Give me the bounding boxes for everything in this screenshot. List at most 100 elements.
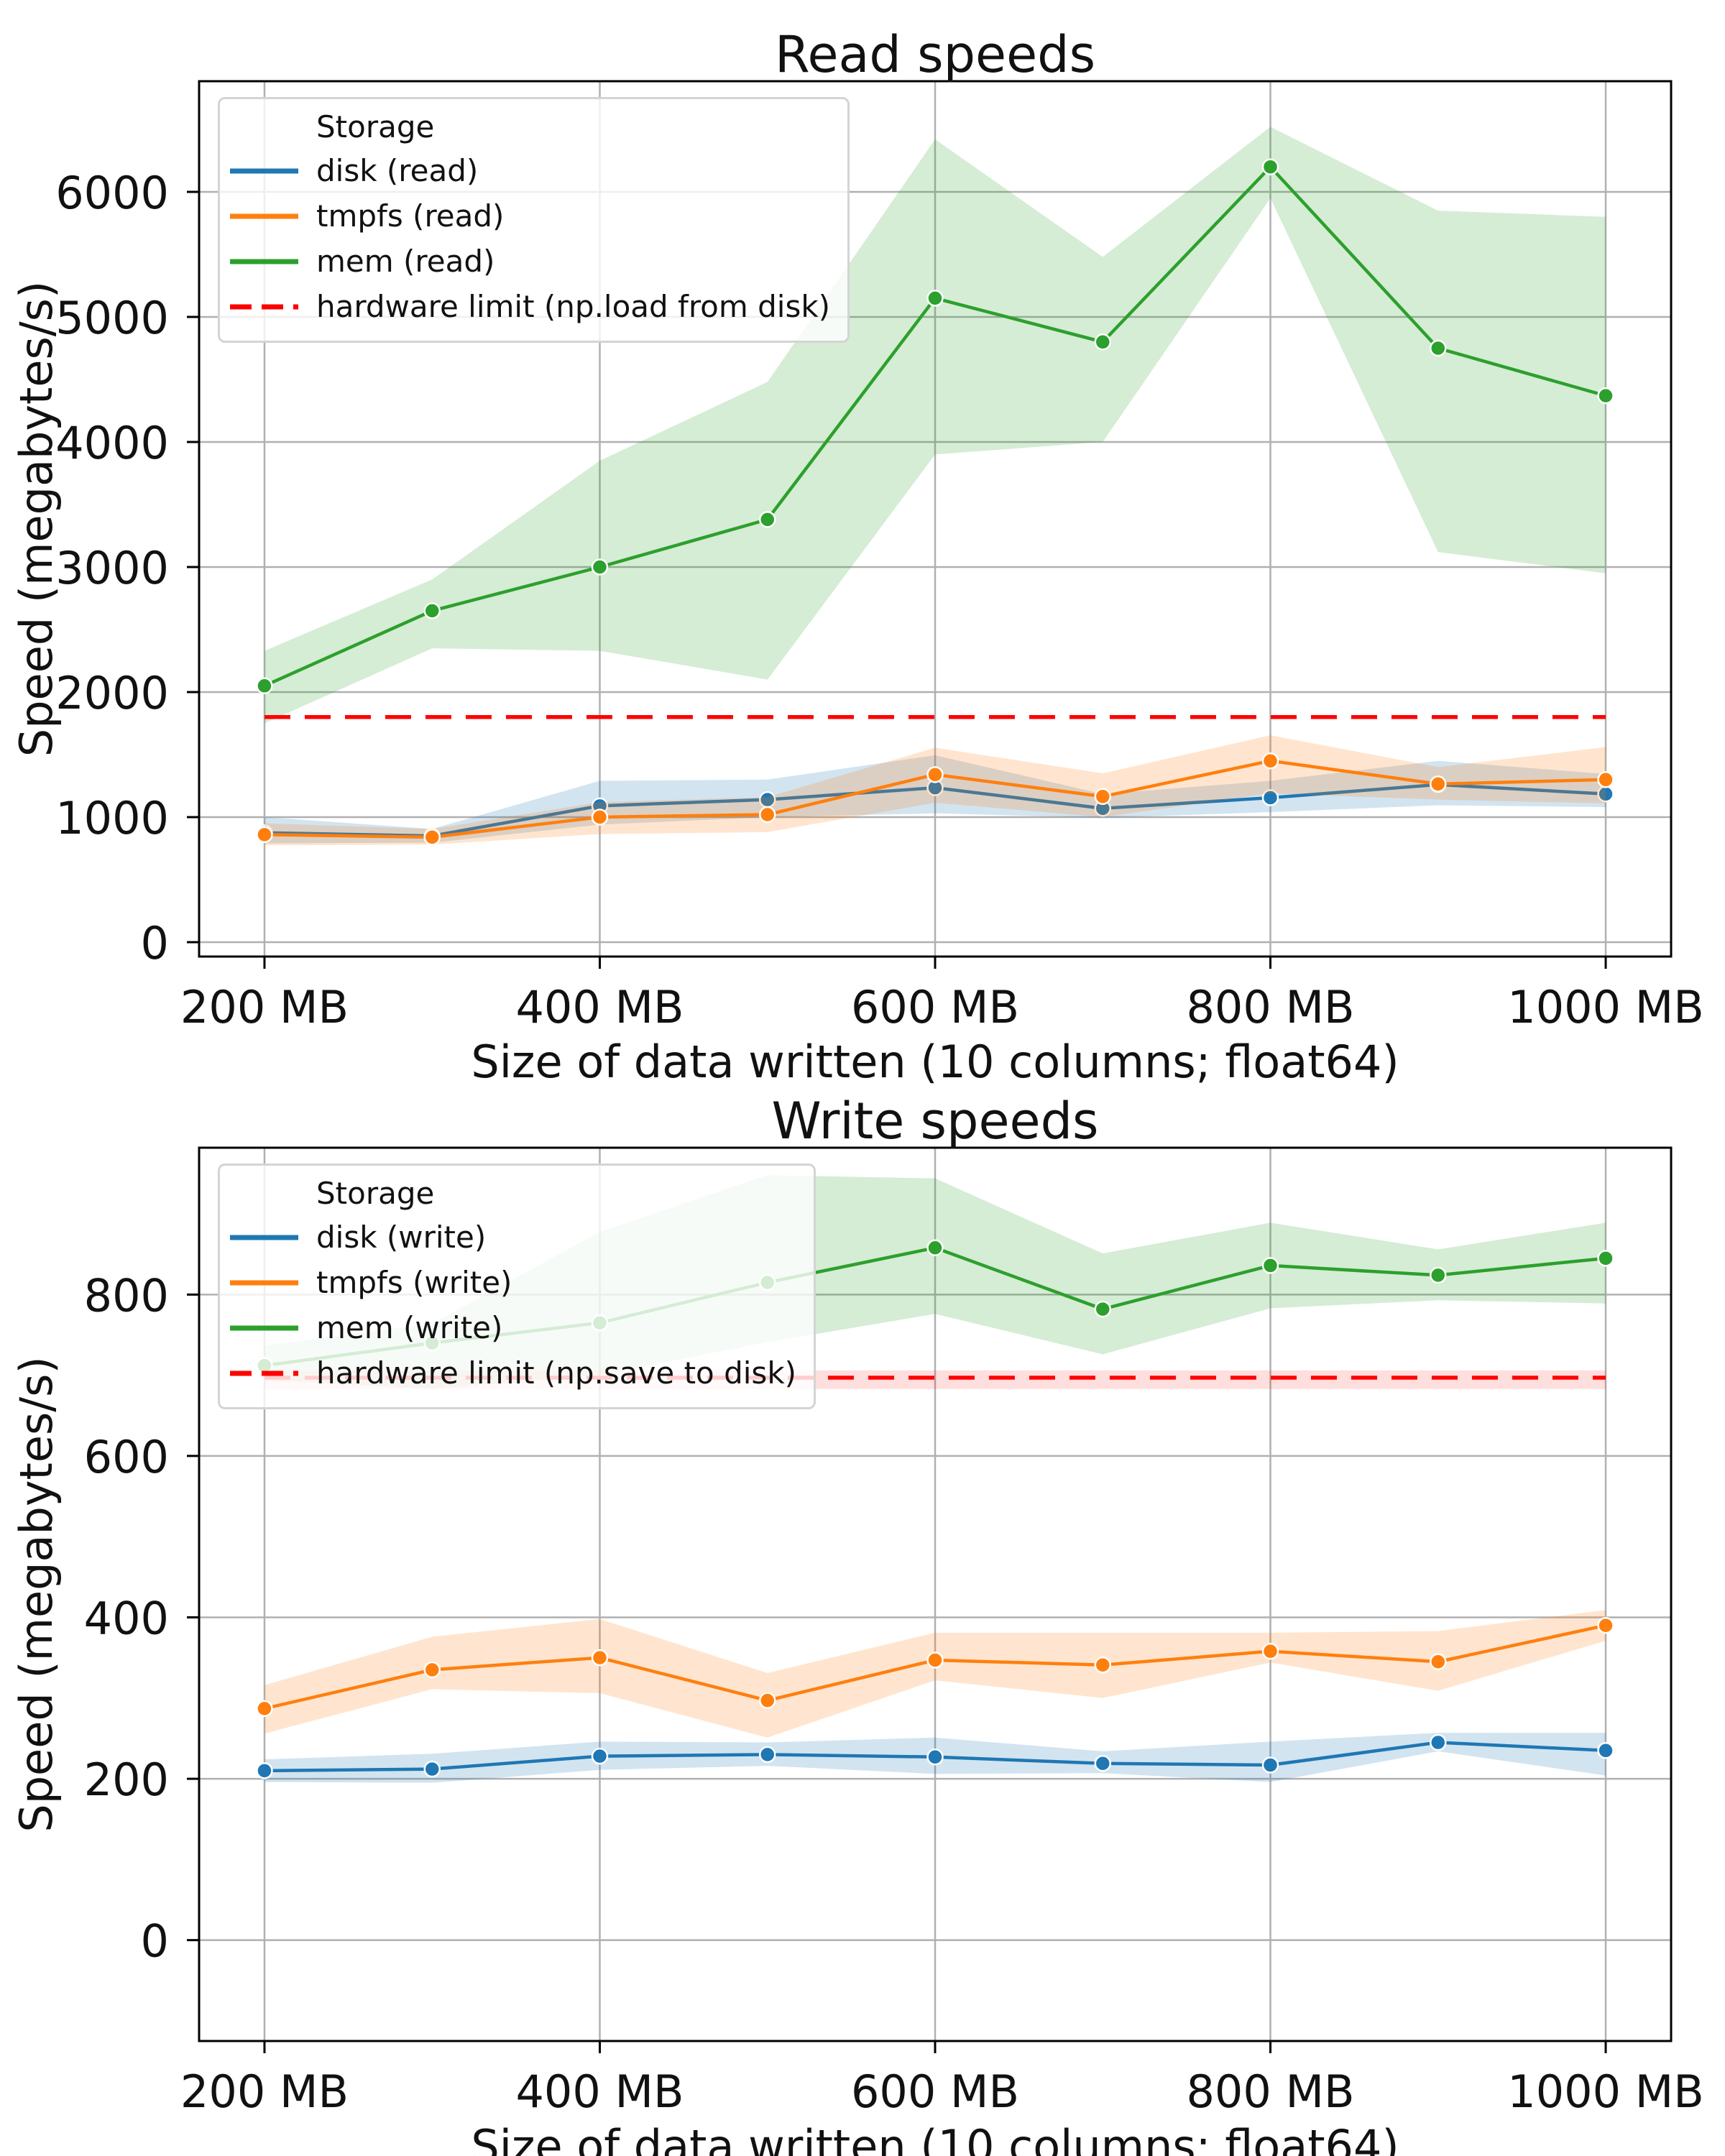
data-point-marker <box>423 1661 441 1679</box>
data-point-marker <box>423 602 441 619</box>
line-swatch-icon <box>230 166 298 176</box>
legend-title: Storage <box>316 109 435 144</box>
read-chart-legend: Storage disk (read) tmpfs (read) mem (read… <box>218 97 850 343</box>
x-tick-label: 800 MB <box>1186 2065 1354 2118</box>
y-tick-label: 200 <box>84 1754 169 1806</box>
x-tick-label: 1000 MB <box>1507 2065 1704 2118</box>
x-tick-label: 600 MB <box>851 2065 1019 2118</box>
y-tick-label: 2000 <box>55 667 169 719</box>
legend-entry: hardware limit (np.save to disk) <box>230 1350 796 1396</box>
data-point-marker <box>591 808 609 826</box>
data-point-marker <box>1430 1733 1447 1751</box>
chart-title: Read speeds <box>775 25 1095 84</box>
data-point-marker <box>1597 771 1614 788</box>
y-axis-label: Speed (megabytes/s) <box>10 281 63 757</box>
line-swatch-icon <box>230 1233 298 1243</box>
legend-title: Storage <box>316 1176 435 1211</box>
legend-entry-label: tmpfs (write) <box>316 1265 512 1300</box>
data-point-marker <box>926 1749 944 1766</box>
data-point-marker <box>591 1747 609 1765</box>
data-point-marker <box>1430 1653 1447 1671</box>
legend-entry-label: disk (read) <box>316 153 479 188</box>
chart-title: Write speeds <box>772 1092 1099 1151</box>
data-point-marker <box>926 766 944 783</box>
legend-entry: disk (write) <box>230 1215 796 1260</box>
dashed-line-swatch-icon <box>230 1368 298 1378</box>
line-swatch-icon <box>230 211 298 221</box>
y-tick-label: 0 <box>141 917 169 969</box>
legend-entry-label: mem (read) <box>316 244 495 279</box>
y-tick-label: 1000 <box>55 792 169 844</box>
data-point-marker <box>1261 1756 1279 1774</box>
data-point-marker <box>1430 775 1447 793</box>
y-tick-label: 5000 <box>55 292 169 344</box>
legend-entry-label: disk (write) <box>316 1220 487 1255</box>
line-swatch-icon <box>230 257 298 267</box>
data-point-marker <box>758 1692 776 1709</box>
legend-entry: hardware limit (np.load from disk) <box>230 284 830 329</box>
x-tick-label: 200 MB <box>180 2065 349 2118</box>
data-point-marker <box>758 806 776 824</box>
data-point-marker <box>758 511 776 528</box>
x-tick-label: 400 MB <box>515 2065 684 2118</box>
dashed-line-swatch-icon <box>230 302 298 312</box>
legend-entry: tmpfs (read) <box>230 193 830 239</box>
x-axis-label: Size of data written (10 columns; float6… <box>471 2120 1399 2156</box>
x-axis-label: Size of data written (10 columns; float6… <box>471 1036 1399 1088</box>
data-point-marker <box>758 1746 776 1764</box>
y-tick-label: 800 <box>84 1269 169 1322</box>
data-point-marker <box>256 1762 273 1779</box>
write-chart-legend: Storage disk (write) tmpfs (write) mem (wr… <box>218 1164 816 1409</box>
data-point-marker <box>1261 789 1279 806</box>
legend-entry: mem (write) <box>230 1305 796 1350</box>
legend-entry: tmpfs (write) <box>230 1260 796 1305</box>
data-point-marker <box>423 1760 441 1778</box>
confidence-band <box>264 1610 1606 1738</box>
data-point-marker <box>1261 158 1279 175</box>
y-tick-label: 0 <box>141 1915 169 1968</box>
line-swatch-icon <box>230 1278 298 1288</box>
data-point-marker <box>1094 788 1112 806</box>
legend-entry-label: hardware limit (np.save to disk) <box>316 1355 797 1391</box>
y-tick-label: 6000 <box>55 167 169 219</box>
data-point-marker <box>1261 1642 1279 1660</box>
data-point-marker <box>1094 333 1112 351</box>
data-point-marker <box>926 290 944 307</box>
data-point-marker <box>1597 1616 1614 1634</box>
x-tick-label: 600 MB <box>851 981 1019 1033</box>
data-point-marker <box>1430 1266 1447 1284</box>
data-point-marker <box>1094 1656 1112 1674</box>
data-point-marker <box>1094 1754 1112 1772</box>
data-point-marker <box>1597 387 1614 405</box>
legend-entry-label: tmpfs (read) <box>316 198 505 234</box>
line-swatch-icon <box>230 1323 298 1333</box>
legend-entry: disk (read) <box>230 148 830 193</box>
legend-entry-label: mem (write) <box>316 1310 503 1345</box>
data-point-marker <box>256 677 273 695</box>
y-axis-label: Speed (megabytes/s) <box>10 1356 63 1832</box>
data-point-marker <box>1597 1742 1614 1759</box>
legend-entry-label: hardware limit (np.load from disk) <box>316 289 831 324</box>
data-point-marker <box>926 1239 944 1256</box>
legend-entry: mem (read) <box>230 239 830 284</box>
data-point-marker <box>1597 1250 1614 1267</box>
data-point-marker <box>1261 1257 1279 1274</box>
x-tick-label: 1000 MB <box>1507 981 1704 1033</box>
x-tick-label: 800 MB <box>1186 981 1354 1033</box>
y-tick-label: 3000 <box>55 542 169 594</box>
data-point-marker <box>591 558 609 576</box>
data-point-marker <box>591 1649 609 1667</box>
data-point-marker <box>926 1651 944 1669</box>
y-tick-label: 4000 <box>55 417 169 469</box>
data-point-marker <box>1430 339 1447 357</box>
y-tick-label: 400 <box>84 1593 169 1645</box>
data-point-marker <box>423 829 441 846</box>
data-point-marker <box>1261 752 1279 770</box>
data-point-marker <box>256 826 273 844</box>
data-point-marker <box>256 1700 273 1718</box>
x-tick-label: 200 MB <box>180 981 349 1033</box>
data-point-marker <box>1094 1300 1112 1318</box>
y-tick-label: 600 <box>84 1431 169 1483</box>
